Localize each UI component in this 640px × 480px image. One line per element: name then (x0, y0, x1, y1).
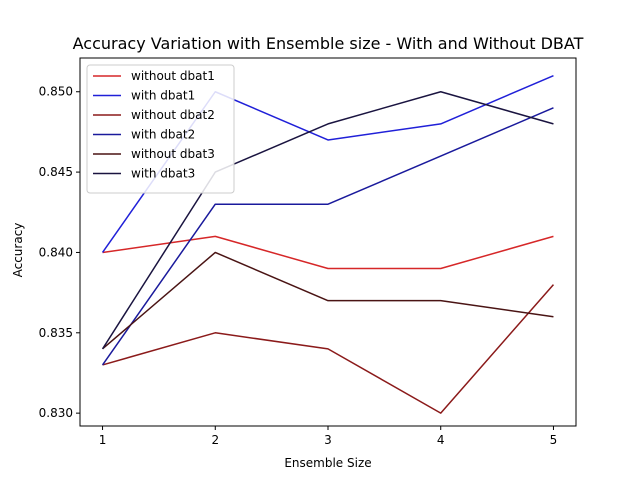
x-ticks: 1 2 3 4 5 (99, 426, 558, 447)
x-tick-label: 3 (324, 433, 332, 447)
legend-entry-2: without dbat2 (93, 108, 215, 122)
x-tick-label: 1 (99, 433, 107, 447)
legend-entry-4: without dbat3 (93, 147, 215, 161)
x-axis-label: Ensemble Size (284, 456, 371, 470)
chart-title: Accuracy Variation with Ensemble size - … (73, 34, 584, 53)
x-tick-label: 5 (550, 433, 558, 447)
legend-entry-5: with dbat3 (93, 167, 195, 181)
legend-label: with dbat2 (131, 128, 195, 142)
y-ticks: 0.830 0.835 0.840 0.845 0.850 (39, 85, 80, 420)
series-line-2 (102, 284, 555, 414)
y-tick-label: 0.850 (39, 85, 73, 99)
legend: without dbat1 with dbat1 without dbat2 with… (86, 64, 235, 194)
legend-entry-0: without dbat1 (93, 69, 215, 83)
series-line-0 (102, 235, 554, 270)
x-tick-label: 2 (211, 433, 219, 447)
legend-entry-3: with dbat2 (93, 128, 195, 142)
series-line-3 (101, 107, 554, 366)
legend-label: with dbat1 (131, 89, 195, 103)
legend-box (86, 64, 235, 194)
legend-label: with dbat3 (131, 167, 195, 181)
y-tick-label: 0.845 (39, 165, 73, 179)
y-axis-label: Accuracy (11, 223, 25, 278)
y-tick-label: 0.835 (39, 326, 73, 340)
legend-label: without dbat1 (131, 69, 215, 83)
legend-label: without dbat2 (131, 108, 215, 122)
y-tick-label: 0.840 (39, 245, 73, 259)
series-line-5 (101, 91, 554, 350)
legend-label: without dbat3 (131, 147, 215, 161)
series-line-4 (102, 251, 554, 350)
y-tick-label: 0.830 (39, 406, 73, 420)
legend-entry-1: with dbat1 (93, 89, 195, 103)
x-tick-label: 4 (437, 433, 445, 447)
